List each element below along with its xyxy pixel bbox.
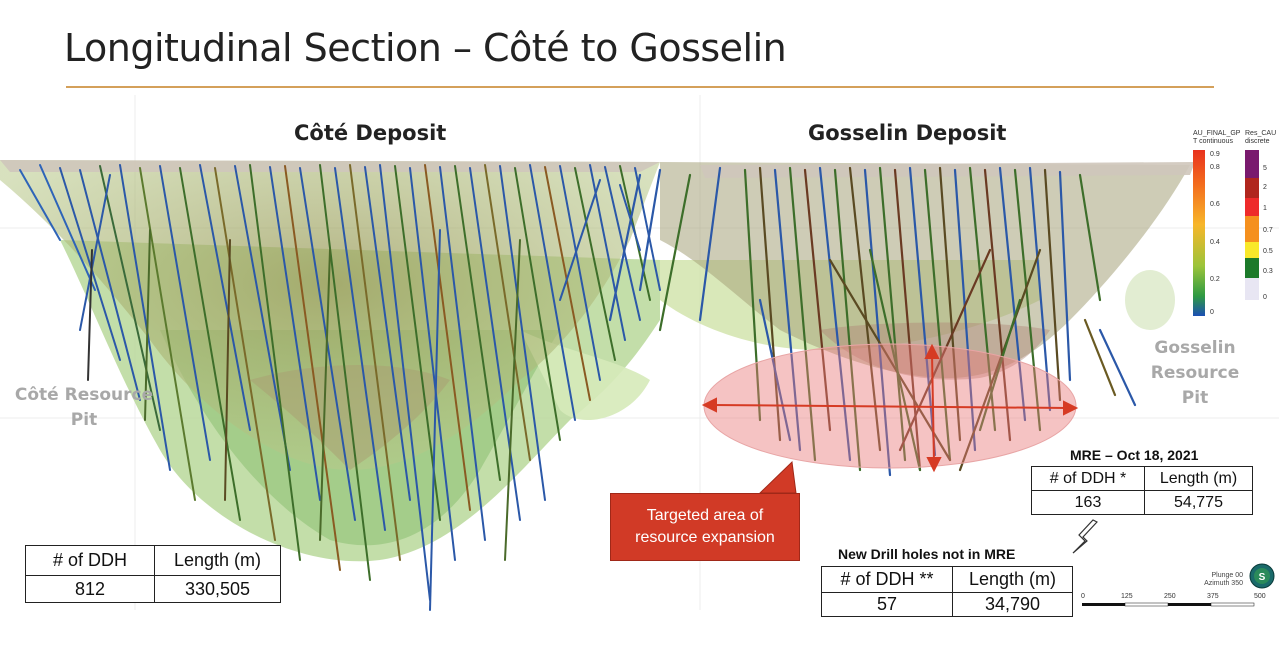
res-tick: 1 — [1263, 205, 1267, 212]
plunge-label: Plunge 00 — [1211, 572, 1243, 579]
au-continuous-colorbar — [1193, 150, 1205, 316]
scale-label: 125 — [1121, 593, 1133, 600]
callout-line-1: Targeted area of — [646, 507, 764, 524]
au-tick: 0.6 — [1210, 201, 1220, 208]
compass-letter: S — [1259, 572, 1266, 583]
gosselin-deposit-label: Gosselin Deposit — [808, 121, 1007, 145]
scale-label: 375 — [1207, 593, 1219, 600]
res-cau-discrete-colorbar — [1245, 150, 1259, 300]
res-legend-title-line-2: discrete — [1245, 138, 1270, 145]
res-cau-legend-title: Res_CAU discrete — [1245, 130, 1279, 146]
cote-table-header-ddh: # of DDH — [25, 545, 155, 576]
azimuth-label: Azimuth 350 — [1204, 580, 1243, 587]
scale-label: 250 — [1164, 593, 1176, 600]
expansion-arrows — [701, 343, 1079, 473]
new-table-header-ddh: # of DDH ** — [821, 566, 953, 593]
compass-icon: S — [1249, 563, 1275, 589]
cote-deposit-label: Côté Deposit — [294, 121, 447, 145]
resource-pit-shells — [0, 160, 1195, 470]
scale-bar — [1082, 602, 1255, 607]
mre-table-header-length: Length (m) — [1144, 466, 1253, 491]
mre-table-ddh-value: 163 — [1031, 490, 1145, 515]
new-table-length-value: 34,790 — [952, 592, 1073, 617]
au-tick: 0.2 — [1210, 276, 1220, 283]
gosselin-pit-line-3: Pit — [1181, 388, 1209, 408]
res-legend-title-line-1: Res_CAU — [1245, 130, 1277, 137]
au-tick: 0 — [1210, 309, 1214, 316]
cote-pit-line-2: Pit — [70, 410, 98, 430]
gosselin-pit-line-1: Gosselin — [1154, 338, 1236, 358]
cote-table-length-value: 330,505 — [154, 575, 281, 603]
au-legend-title-line-1: AU_FINAL_GP — [1193, 130, 1241, 137]
gosselin-resource-pit-label: Gosselin Resource Pit — [1140, 336, 1250, 411]
new-table-header-length: Length (m) — [952, 566, 1073, 593]
hollow-down-arrow — [1072, 519, 1098, 554]
res-tick: 0 — [1263, 294, 1267, 301]
new-table-ddh-value: 57 — [821, 592, 953, 617]
gosselin-pit-line-2: Resource — [1150, 363, 1240, 383]
title-divider — [66, 86, 1214, 88]
res-tick: 0.5 — [1263, 248, 1273, 255]
mre-table-header-ddh: # of DDH * — [1031, 466, 1145, 491]
scale-label: 500 — [1254, 593, 1266, 600]
targeted-area-callout: Targeted area of resource expansion — [610, 493, 800, 561]
res-tick: 0.7 — [1263, 227, 1273, 234]
cote-drill-holes — [19, 164, 661, 611]
res-tick: 5 — [1263, 165, 1267, 172]
callout-line-2: resource expansion — [635, 529, 775, 546]
scale-label: 0 — [1081, 593, 1085, 600]
res-tick: 2 — [1263, 184, 1267, 191]
mre-table-length-value: 54,775 — [1144, 490, 1253, 515]
new-holes-ddh-table: # of DDH ** Length (m) 57 34,790 — [821, 566, 1073, 617]
gosselin-drill-holes — [608, 166, 1137, 477]
au-continuous-legend-title: AU_FINAL_GP T continuous — [1193, 130, 1245, 146]
res-tick: 0.3 — [1263, 268, 1273, 275]
mre-ddh-table: # of DDH * Length (m) 163 54,775 — [1031, 466, 1253, 515]
page-title: Longitudinal Section – Côté to Gosselin — [64, 26, 787, 70]
cote-table-header-length: Length (m) — [154, 545, 281, 576]
cote-resource-pit-label: Côté Resource Pit — [14, 383, 154, 433]
au-legend-title-line-2: T continuous — [1193, 138, 1233, 145]
cote-pit-line-1: Côté Resource — [14, 385, 154, 405]
au-tick: 0.9 — [1210, 151, 1220, 158]
cote-ddh-table: # of DDH Length (m) 812 330,505 — [25, 545, 281, 603]
au-tick: 0.8 — [1210, 164, 1220, 171]
cote-table-ddh-value: 812 — [25, 575, 155, 603]
callout-pointer — [758, 460, 797, 494]
view-orientation: Plunge 00 Azimuth 350 — [1188, 572, 1243, 588]
mre-table-caption: MRE – Oct 18, 2021 — [1070, 447, 1199, 463]
au-tick: 0.4 — [1210, 239, 1220, 246]
new-holes-table-caption: New Drill holes not in MRE — [838, 546, 1016, 562]
